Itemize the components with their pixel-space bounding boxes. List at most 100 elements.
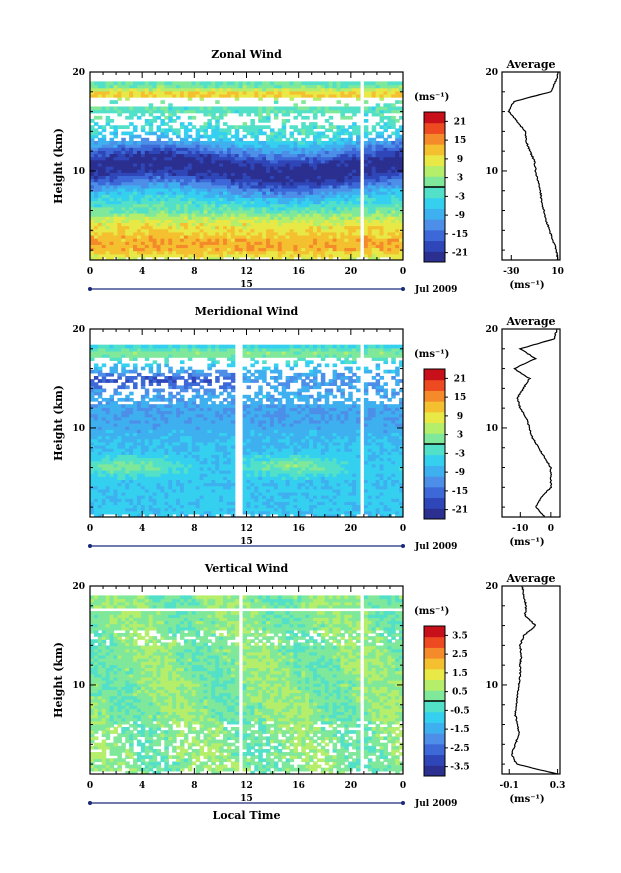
heatmap-cell: [387, 162, 392, 167]
heatmap-cell: [383, 222, 388, 227]
heatmap-cell: [391, 495, 396, 499]
heatmap-cell: [125, 184, 130, 189]
heatmap-cell: [356, 250, 361, 255]
heatmap-cell: [211, 140, 216, 145]
heatmap-cell: [156, 137, 162, 142]
heatmap-cell: [187, 200, 193, 205]
heatmap-cell: [234, 234, 240, 239]
heatmap-cell: [281, 231, 287, 236]
heatmap-cell: [313, 488, 318, 493]
heatmap-cell: [121, 250, 126, 255]
heatmap-cell: [129, 137, 134, 142]
heatmap-cell: [195, 228, 201, 233]
heatmap-cell: [172, 482, 177, 487]
heatmap-cell: [113, 491, 118, 496]
heatmap-cell: [191, 228, 197, 233]
heatmap-cell: [219, 209, 224, 214]
heatmap-cell: [136, 222, 142, 227]
heatmap-cell: [379, 87, 385, 92]
heatmap-cell: [168, 140, 173, 145]
heatmap-cell: [195, 253, 201, 258]
heatmap-cell: [226, 228, 232, 233]
heatmap-cell: [285, 137, 291, 142]
heatmap-cell: [97, 238, 103, 242]
heatmap-cell: [93, 93, 99, 98]
heatmap-cell: [313, 479, 318, 484]
heatmap-cell: [320, 498, 326, 502]
heatmap-cell: [97, 140, 103, 145]
heatmap-cell: [348, 485, 353, 490]
heatmap-cell: [90, 178, 95, 183]
heatmap-cell: [211, 178, 216, 183]
heatmap-cell: [203, 194, 208, 198]
heatmap-cell: [238, 178, 244, 183]
heatmap-cell: [371, 106, 377, 111]
heatmap-cell: [129, 159, 134, 164]
heatmap-cell: [273, 234, 279, 239]
heatmap-cell: [262, 125, 267, 129]
heatmap-cell: [281, 169, 287, 173]
heatmap-cell: [121, 231, 126, 236]
heatmap-cell: [324, 216, 330, 220]
heatmap-cell: [254, 222, 259, 227]
heatmap-cell: [176, 253, 181, 258]
heatmap-cell: [144, 510, 150, 515]
heatmap-cell: [281, 491, 287, 496]
heatmap-cell: [250, 219, 255, 223]
heatmap-cell: [187, 495, 193, 499]
heatmap-cell: [226, 482, 232, 487]
heatmap-cell: [133, 81, 138, 86]
heatmap-cell: [340, 241, 345, 245]
heatmap-cell: [140, 166, 146, 170]
heatmap-cell: [230, 228, 236, 233]
heatmap-cell: [269, 93, 275, 98]
heatmap-cell: [195, 162, 201, 167]
heatmap-cell: [297, 140, 302, 145]
heatmap-cell: [246, 216, 252, 220]
heatmap-cell: [305, 187, 310, 192]
heatmap-cell: [117, 206, 122, 211]
heatmap-cell: [246, 504, 252, 509]
heatmap-cell: [289, 81, 295, 86]
heatmap-cell: [379, 156, 385, 161]
heatmap-cell: [93, 476, 99, 480]
heatmap-cell: [313, 209, 318, 214]
heatmap-cell: [297, 147, 302, 151]
heatmap-cell: [371, 140, 377, 145]
heatmap-cell: [293, 479, 298, 484]
heatmap-cell: [332, 166, 338, 170]
heatmap-cell: [293, 162, 298, 167]
heatmap-cell: [195, 87, 201, 92]
heatmap-cell: [187, 169, 193, 173]
heatmap-cell: [238, 203, 244, 208]
heatmap-cell: [226, 238, 232, 242]
heatmap-cell: [320, 507, 326, 512]
heatmap-cell: [289, 256, 295, 260]
heatmap-cell: [219, 150, 224, 155]
heatmap-cell: [187, 491, 193, 496]
heatmap-cell: [395, 504, 400, 509]
heatmap-cell: [266, 222, 271, 227]
x-tick-label: 16: [292, 267, 305, 277]
heatmap-cell: [383, 87, 388, 92]
heatmap-cell: [399, 84, 403, 89]
heatmap-cell: [93, 228, 99, 233]
heatmap-cell: [301, 501, 306, 506]
heatmap-cell: [328, 485, 334, 490]
heatmap-cell: [168, 234, 173, 239]
heatmap-cell: [281, 495, 287, 499]
heatmap-cell: [281, 225, 287, 230]
heatmap-cell: [234, 178, 240, 183]
heatmap-cell: [211, 200, 216, 205]
heatmap-cell: [242, 144, 248, 148]
heatmap-cell: [195, 137, 201, 142]
heatmap-cell: [144, 485, 150, 490]
heatmap-cell: [324, 140, 330, 145]
heatmap-cell: [90, 219, 95, 223]
heatmap-cell: [129, 81, 134, 86]
heatmap-cell: [340, 491, 345, 496]
heatmap-cell: [148, 162, 154, 167]
heatmap-cell: [172, 225, 177, 230]
heatmap-cell: [176, 216, 181, 220]
heatmap-cell: [399, 166, 403, 170]
